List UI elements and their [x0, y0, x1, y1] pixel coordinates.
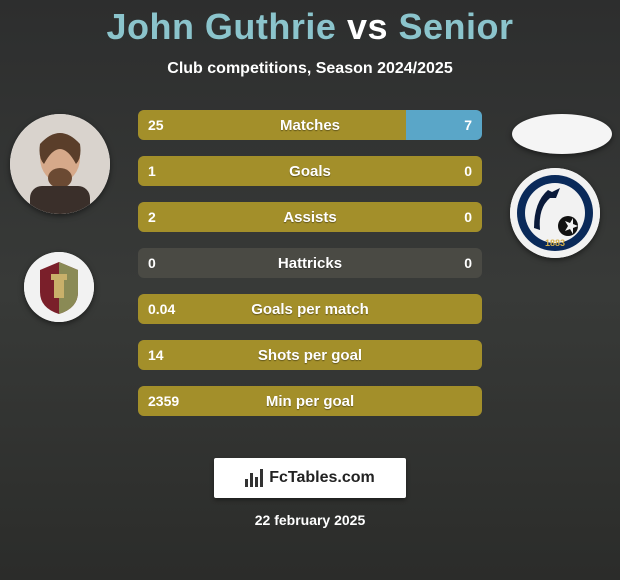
- date: 22 february 2025: [0, 512, 620, 528]
- stat-label: Min per goal: [138, 386, 482, 416]
- stat-label: Shots per goal: [138, 340, 482, 370]
- logo-bars-icon: [245, 469, 263, 487]
- stat-label: Goals per match: [138, 294, 482, 324]
- player1-photo-placeholder: [10, 114, 110, 214]
- club-badge-2-icon: 1883: [510, 168, 600, 258]
- title-player1: John Guthrie: [106, 6, 336, 47]
- stat-value-left: 1: [148, 156, 156, 186]
- stat-row: Matches25 7: [138, 110, 482, 140]
- stat-row: Hattricks0 0: [138, 248, 482, 278]
- main-area: 1883 Matches257Goals10Assists20Hattricks…: [0, 110, 620, 440]
- title-player2: Senior: [399, 6, 514, 47]
- stat-label: Assists: [138, 202, 482, 232]
- stat-row: Shots per goal14: [138, 340, 482, 370]
- stat-value-left: 0.04: [148, 294, 175, 324]
- player1-photo: [10, 114, 110, 214]
- stat-row: Assists2 0: [138, 202, 482, 232]
- stat-value-left: 25: [148, 110, 164, 140]
- title-vs: vs: [347, 6, 388, 47]
- player2-club-badge: 1883: [510, 168, 600, 258]
- stat-row: Goals per match0.04: [138, 294, 482, 324]
- stat-value-left: 14: [148, 340, 164, 370]
- logo-plate: FcTables.com: [214, 458, 406, 498]
- logo-text: FcTables.com: [269, 469, 375, 487]
- stat-value-left: 2: [148, 202, 156, 232]
- stat-label: Hattricks: [138, 248, 482, 278]
- card: John Guthrie vs Senior Club competitions…: [0, 0, 620, 580]
- stat-value-left: 2359: [148, 386, 179, 416]
- stat-value-left: 0: [148, 248, 156, 278]
- player1-club-badge: [24, 252, 94, 322]
- player2-photo: [512, 114, 612, 154]
- subtitle: Club competitions, Season 2024/2025: [0, 60, 620, 78]
- stat-bars: Matches257Goals10Assists20Hattricks00Goa…: [138, 110, 482, 432]
- stat-value-right: 0: [464, 156, 472, 186]
- stat-row: Min per goal2359: [138, 386, 482, 416]
- club-badge-1-icon: [24, 252, 94, 322]
- stat-label: Goals: [138, 156, 482, 186]
- svg-text:1883: 1883: [545, 238, 565, 248]
- stat-label: Matches: [138, 110, 482, 140]
- stat-value-right: 7: [464, 110, 472, 140]
- stat-row: Goals1 0: [138, 156, 482, 186]
- stat-value-right: 0: [464, 202, 472, 232]
- stat-value-right: 0: [464, 248, 472, 278]
- title: John Guthrie vs Senior: [0, 0, 620, 48]
